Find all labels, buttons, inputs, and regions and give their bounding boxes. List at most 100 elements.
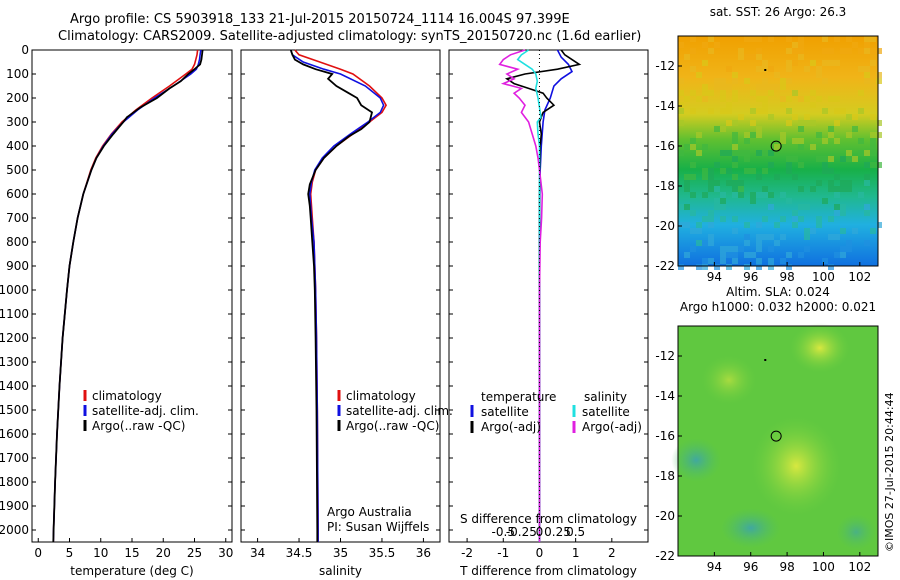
sst-cell [702,174,708,180]
sst-cell [864,210,870,216]
legend-label: satellite-adj. clim. [92,404,199,418]
legend-label: Argo(-adj) [481,420,541,434]
sst-cell [804,120,810,126]
sst-cell [864,150,870,156]
sla-high [700,355,757,405]
plot-title-line1: Argo profile: CS 5903918_133 21-Jul-2015… [70,12,570,27]
sst-cell [834,96,840,102]
sst-cell [828,156,834,162]
y-tick-label: 600 [6,187,29,201]
sst-cell [846,246,852,252]
sst-cell [774,84,780,90]
sst-cell [870,162,876,168]
sla-high [751,416,842,516]
map-title: Argo h1000: 0.032 h2000: 0.021 [680,300,876,314]
sst-cell [786,156,792,162]
sst-cell [846,36,852,42]
sst-cell [684,174,690,180]
sst-cell [768,90,774,96]
sst-cell [732,216,738,222]
sst-cell [786,60,792,66]
sst-cell [774,174,780,180]
x-tick-label: 5 [66,546,74,560]
sst-cell [744,252,750,258]
sst-cell [774,240,780,246]
x-tick-label: 35 [333,546,348,560]
y-tick-label: 1200 [0,331,29,345]
sst-cell [816,96,822,102]
sst-cell [690,174,696,180]
sst-cell [792,42,798,48]
sst-cell [840,48,846,54]
sst-cell [840,210,846,216]
sst-cell [756,126,762,132]
legend-label: climatology [92,389,162,403]
sst-cell [834,186,840,192]
panel-frame-1 [240,49,441,543]
map-x-tick-label: 100 [812,560,835,574]
sst-cell [780,84,786,90]
sst-cell [696,96,702,102]
sst-cell [804,234,810,240]
sst-cell [810,228,816,234]
y-tick-label: 1600 [0,427,29,441]
sst-cell [738,48,744,54]
sst-cell [750,198,756,204]
sst-cell [750,90,756,96]
map-x-tick-label: 102 [848,270,871,284]
sst-cell [816,156,822,162]
map-x-tick-label: 100 [812,270,835,284]
map-x-tick-label: 96 [743,270,758,284]
sst-cell [690,66,696,72]
map-y-tick-label: -14 [655,99,675,113]
sst-cell [732,138,738,144]
x-tick-label: 35.5 [369,546,396,560]
sst-cell [864,42,870,48]
sst-cell [870,60,876,66]
sst-cell [852,156,858,162]
sla-high [789,323,850,373]
sst-cell [708,258,714,264]
sst-cell [714,186,720,192]
sst-cell [822,168,828,174]
sst-cell [732,132,738,138]
sst-cell [804,96,810,102]
sst-cell [696,222,702,228]
sst-cell [708,48,714,54]
y-tick-label: 1300 [0,355,29,369]
sst-cell [738,114,744,120]
sst-cell [750,252,756,258]
sst-cell [768,234,774,240]
sst-cell [864,174,870,180]
sst-cell [732,90,738,96]
legend-label: satellite [481,405,529,419]
top-x-tick-label: 0.5 [566,525,585,539]
y-tick-label: 1000 [0,283,29,297]
sst-cell [720,216,726,222]
sst-cell [756,48,762,54]
sst-cell [798,96,804,102]
sst-cell [714,84,720,90]
sst-cell [840,180,846,186]
sst-cell [756,150,762,156]
sst-cell [774,144,780,150]
sst-cell [702,90,708,96]
sst-cell [708,108,714,114]
sst-cell [726,246,732,252]
sst-cell [744,78,750,84]
x-tick-label: 34.5 [286,546,313,560]
sst-cell [852,42,858,48]
sst-cell [726,180,732,186]
sst-cell [768,192,774,198]
sst-cell [720,204,726,210]
sst-cell [726,108,732,114]
sst-cell [840,108,846,114]
sst-cell [864,66,870,72]
sst-cell [798,120,804,126]
y-tick-label: 1500 [0,403,29,417]
sst-cell [858,138,864,144]
x-tick-label: -2 [461,546,473,560]
sst-cell [828,48,834,54]
sst-cell [870,48,876,54]
